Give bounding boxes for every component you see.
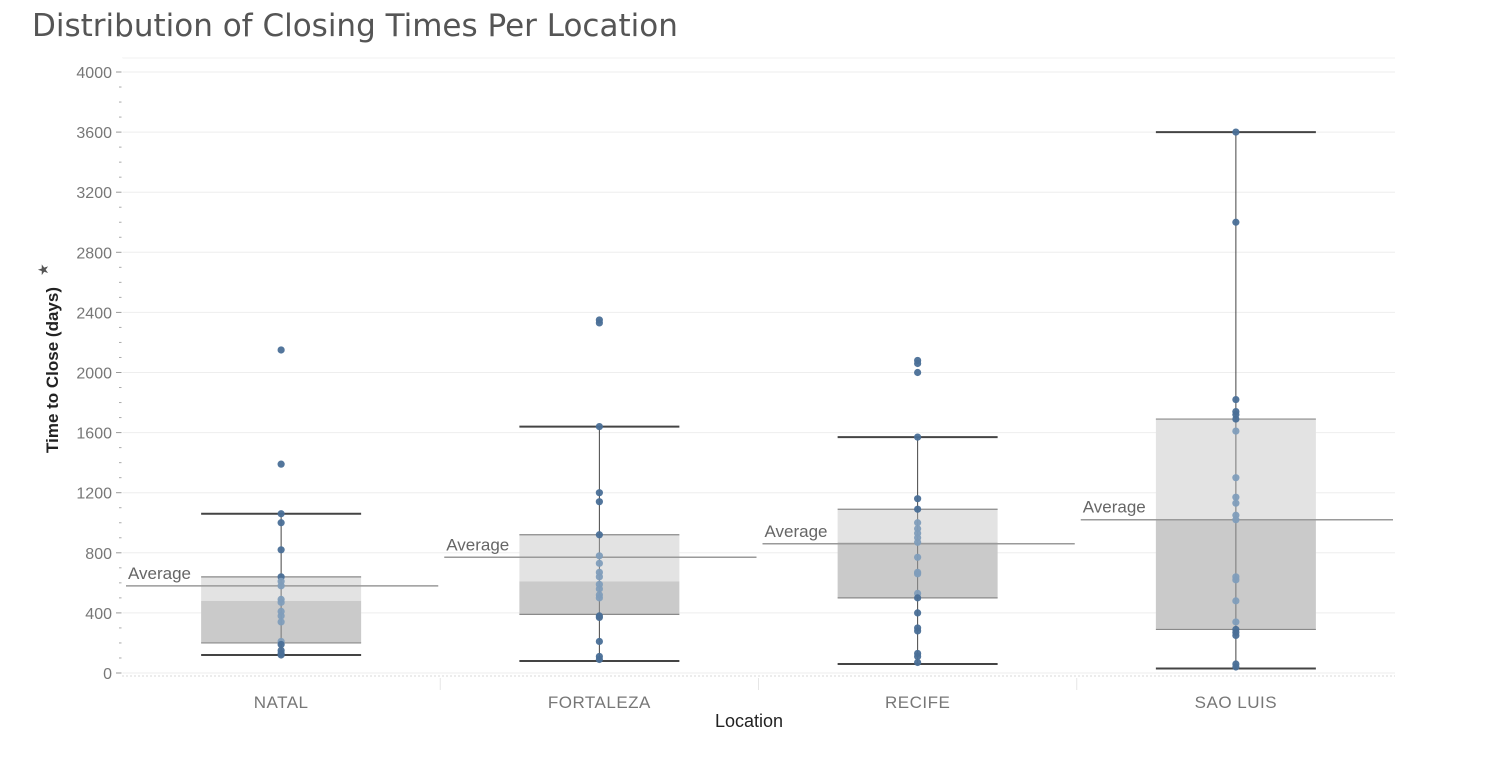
average-label: Average bbox=[128, 564, 191, 583]
average-label: Average bbox=[1083, 498, 1146, 517]
data-point bbox=[914, 505, 922, 513]
data-point bbox=[914, 594, 922, 602]
data-point bbox=[1232, 597, 1240, 605]
data-point bbox=[595, 573, 603, 581]
data-point bbox=[914, 609, 922, 617]
data-point bbox=[914, 495, 922, 503]
data-point bbox=[595, 319, 603, 327]
data-point bbox=[277, 651, 285, 659]
data-point bbox=[595, 637, 603, 646]
data-point bbox=[914, 538, 922, 546]
data-point bbox=[1232, 493, 1240, 501]
data-point bbox=[1232, 415, 1240, 423]
y-tick-label: 2800 bbox=[76, 245, 112, 262]
data-point bbox=[1232, 576, 1240, 584]
data-point bbox=[277, 618, 285, 626]
y-tick-label: 1600 bbox=[76, 426, 112, 443]
y-axis: 0 400 800 1200 1600 2000 2400 2800 3200 3600 4000 bbox=[76, 58, 123, 683]
y-tick-label: 2000 bbox=[76, 366, 112, 383]
data-point bbox=[277, 346, 285, 354]
data-point bbox=[277, 640, 285, 649]
y-tick-label: 3200 bbox=[76, 185, 112, 202]
data-point bbox=[1232, 128, 1240, 136]
data-point bbox=[277, 546, 285, 554]
x-category-label: NATAL bbox=[254, 693, 309, 712]
x-axis-title: Location bbox=[715, 711, 783, 731]
data-point bbox=[277, 598, 285, 606]
y-tick-label: 2400 bbox=[76, 305, 112, 322]
data-point bbox=[1232, 618, 1240, 626]
data-point bbox=[914, 570, 922, 578]
x-category-label: RECIFE bbox=[885, 693, 950, 712]
data-point bbox=[1232, 427, 1240, 435]
data-point bbox=[595, 422, 603, 431]
data-point bbox=[1232, 663, 1240, 671]
data-point bbox=[595, 594, 603, 602]
data-point bbox=[595, 531, 603, 539]
data-point bbox=[914, 652, 922, 661]
data-point bbox=[277, 612, 285, 620]
data-point bbox=[1232, 218, 1240, 226]
y-tick-label: 800 bbox=[85, 546, 112, 563]
data-point bbox=[914, 519, 922, 527]
data-point bbox=[277, 460, 285, 468]
data-point bbox=[1232, 474, 1240, 482]
data-point bbox=[914, 368, 922, 377]
average-label: Average bbox=[446, 535, 509, 554]
data-point bbox=[914, 433, 922, 441]
data-point bbox=[277, 510, 285, 518]
data-point bbox=[595, 489, 603, 497]
data-point bbox=[595, 655, 603, 664]
data-points bbox=[277, 128, 1240, 671]
y-tick-label: 0 bbox=[103, 666, 112, 683]
y-tick-label: 4000 bbox=[76, 65, 112, 82]
data-point bbox=[914, 658, 922, 667]
box-layer bbox=[201, 131, 1316, 670]
x-category-label: SAO LUIS bbox=[1195, 693, 1277, 712]
data-point bbox=[1232, 516, 1240, 524]
chart-title: Distribution of Closing Times Per Locati… bbox=[32, 8, 678, 44]
data-point bbox=[914, 627, 922, 635]
data-point bbox=[1232, 499, 1240, 507]
data-point bbox=[914, 553, 922, 561]
y-tick-label: 400 bbox=[85, 606, 112, 623]
average-label: Average bbox=[765, 522, 828, 541]
x-axis: NATAL FORTALEZA RECIFE SAO LUIS bbox=[122, 675, 1395, 712]
data-point bbox=[595, 559, 603, 567]
y-tick-label: 3600 bbox=[76, 125, 112, 142]
data-point bbox=[595, 585, 603, 593]
data-point bbox=[914, 359, 922, 368]
data-point bbox=[1232, 631, 1240, 640]
y-axis-title: Time to Close (days) bbox=[43, 287, 62, 453]
data-point bbox=[595, 613, 603, 622]
data-point bbox=[277, 519, 285, 527]
data-point bbox=[1232, 395, 1240, 404]
data-point bbox=[595, 552, 603, 560]
x-category-label: FORTALEZA bbox=[548, 693, 651, 712]
data-point bbox=[595, 498, 603, 506]
y-tick-label: 1200 bbox=[76, 486, 112, 503]
data-point bbox=[277, 582, 285, 590]
pin-icon[interactable]: ★ bbox=[35, 263, 51, 276]
